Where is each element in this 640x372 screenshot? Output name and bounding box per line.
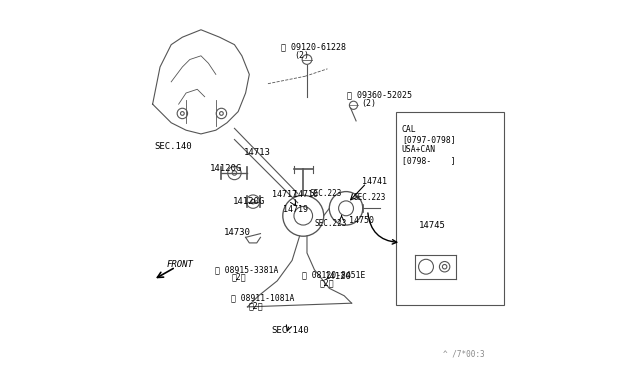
- Text: SEC.223: SEC.223: [309, 189, 342, 198]
- Text: CAL
[0797-0798]
USA+CAN
[0798-    ]: CAL [0797-0798] USA+CAN [0798- ]: [402, 125, 456, 165]
- Text: 14730: 14730: [224, 228, 251, 237]
- Text: SEC.140: SEC.140: [271, 326, 308, 335]
- Text: SEC.140: SEC.140: [154, 142, 192, 151]
- Text: 14750: 14750: [349, 216, 374, 225]
- Text: 14120G: 14120G: [211, 164, 243, 173]
- Text: （2）: （2）: [248, 301, 263, 310]
- Text: SEC.223: SEC.223: [315, 219, 347, 228]
- Text: （2）: （2）: [232, 273, 246, 282]
- Text: 14719: 14719: [283, 205, 308, 214]
- Text: 14710: 14710: [293, 190, 318, 199]
- Text: Ⓑ 09120-61228: Ⓑ 09120-61228: [281, 42, 346, 51]
- Text: Ⓝ 08911-1081A: Ⓝ 08911-1081A: [232, 294, 295, 303]
- Text: Ⓑ 08120-8451E: Ⓑ 08120-8451E: [302, 271, 365, 280]
- Text: ^ /7*00:3: ^ /7*00:3: [443, 350, 484, 359]
- Text: Ⓠ 08915-3381A: Ⓠ 08915-3381A: [215, 265, 278, 274]
- Text: 14717: 14717: [271, 190, 297, 199]
- Text: Ⓑ 09360-52025: Ⓑ 09360-52025: [347, 90, 412, 99]
- Text: (2): (2): [294, 51, 309, 60]
- Bar: [396, 112, 504, 305]
- Text: （2）: （2）: [319, 278, 334, 287]
- Text: SEC.223: SEC.223: [354, 193, 386, 202]
- Text: 14120G: 14120G: [232, 197, 265, 206]
- Text: 14741: 14741: [362, 177, 387, 186]
- FancyArrowPatch shape: [368, 213, 397, 244]
- Text: 14120: 14120: [324, 272, 351, 280]
- Text: 14745: 14745: [419, 221, 446, 230]
- Text: 14713: 14713: [244, 148, 271, 157]
- Text: FRONT: FRONT: [167, 260, 194, 269]
- Text: (2): (2): [361, 99, 376, 108]
